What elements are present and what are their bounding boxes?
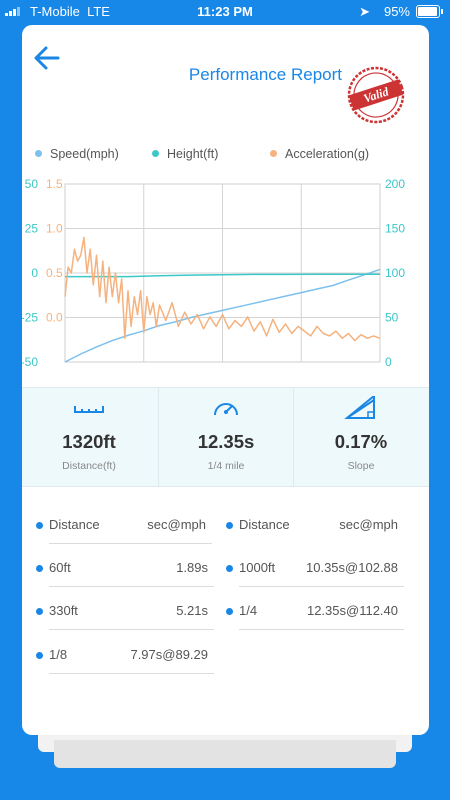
stat-distance: 1320ft Distance(ft) <box>22 388 156 486</box>
series-line-1 <box>65 273 380 278</box>
row-divider <box>49 629 214 630</box>
stat-label: Distance(ft) <box>62 460 116 472</box>
stat-time: 12.35s 1/4 mile <box>159 388 293 486</box>
stat-value: 1320ft <box>62 431 116 452</box>
row-divider <box>49 586 214 587</box>
location-icon: ➤ <box>359 4 370 19</box>
battery-percent: 95% <box>383 4 410 19</box>
tick-label: -50 <box>22 355 38 369</box>
series-line-2 <box>64 236 381 342</box>
carrier-label: T-Mobile LTE <box>30 4 110 19</box>
stat-slope: 0.17% Slope <box>294 388 428 486</box>
bullet <box>36 608 43 615</box>
result-row-quarter: 1/4 12.35s@112.40 <box>226 603 404 630</box>
tick-label: 200 <box>385 177 405 191</box>
stat-value: 0.17% <box>334 431 388 452</box>
bullet <box>226 608 233 615</box>
tick-label: 50 <box>25 177 39 191</box>
divider <box>293 388 294 486</box>
tick-label: 150 <box>385 222 405 236</box>
status-bar: T-Mobile LTE 11:23 PM ➤ 95% <box>0 0 450 22</box>
stat-value: 12.35s <box>197 431 255 452</box>
row-divider <box>239 629 404 630</box>
result-row-330ft: 330ft 5.21s <box>36 603 214 630</box>
result-row-60ft: 60ft 1.89s <box>36 560 214 587</box>
page-title: Performance Report <box>188 65 342 84</box>
tick-label: 0 <box>385 355 392 369</box>
result-row-1000ft: 1000ft 10.35s@102.88 <box>226 560 404 587</box>
series-line-0 <box>64 268 381 363</box>
signal-icon <box>5 6 20 16</box>
tick-label: 100 <box>385 266 405 280</box>
clock: 11:23 PM <box>197 4 253 19</box>
stat-label: Slope <box>347 460 375 472</box>
back-arrow-icon[interactable] <box>32 43 62 73</box>
battery-icon <box>416 5 443 18</box>
stats-panel: 1320ft Distance(ft) 12.35s 1/4 mile 0.17… <box>22 387 429 487</box>
tick-label: 50 <box>385 311 399 325</box>
card-stack-shadow-back <box>54 740 396 768</box>
legend-dot <box>270 150 277 157</box>
bullet <box>226 565 233 572</box>
divider <box>158 388 159 486</box>
tick-label: 1.5 <box>46 177 63 191</box>
slope-icon <box>344 396 375 419</box>
row-divider <box>49 673 214 674</box>
legend-item-speed: Speed(mph) <box>35 147 119 161</box>
stat-label: 1/4 mile <box>207 460 245 472</box>
tick-label: 25 <box>25 222 39 236</box>
legend-dot <box>152 150 159 157</box>
legend-dot <box>35 150 42 157</box>
legend-item-height: Height(ft) <box>152 147 218 161</box>
bullet <box>36 565 43 572</box>
tick-label: 0.0 <box>46 311 63 325</box>
row-divider <box>239 586 404 587</box>
report-card: Performance Report Valid Speed(mph) Heig… <box>22 25 429 735</box>
tick-label: 1.0 <box>46 222 63 236</box>
ruler-icon <box>74 406 104 413</box>
speedometer-icon <box>214 403 238 416</box>
bullet <box>36 652 43 659</box>
results-header-left: Distance sec@mph <box>36 517 212 544</box>
performance-chart: 50 25 0 -25 -50 1.5 1.0 0.5 0.0 200 150 100 50 0 <box>22 177 405 369</box>
tick-label: 0 <box>31 266 38 280</box>
results-header-right: Distance sec@mph <box>226 517 398 537</box>
tick-label: -25 <box>22 311 38 325</box>
row-divider <box>49 543 212 544</box>
bullet <box>226 522 233 529</box>
tick-label: 0.5 <box>46 266 63 280</box>
bullet <box>36 522 43 529</box>
valid-stamp: Valid <box>347 66 405 124</box>
legend-item-acceleration: Acceleration(g) <box>270 147 369 161</box>
result-row-eighth: 1/8 7.97s@89.29 <box>36 647 214 674</box>
